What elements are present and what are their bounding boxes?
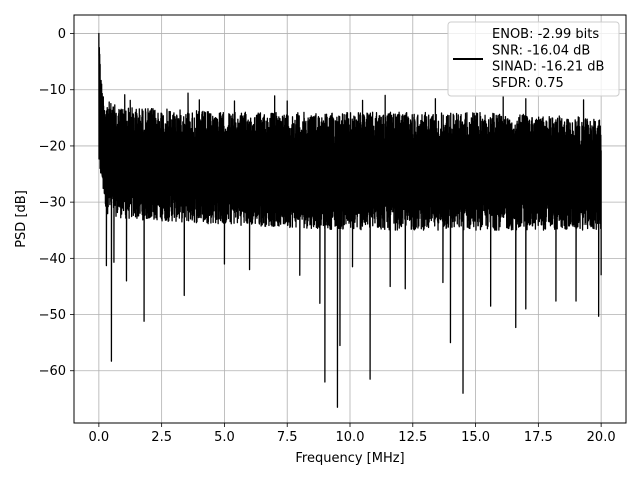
x-tick-label: 10.0 (336, 430, 365, 445)
x-tick-label: 20.0 (587, 430, 616, 445)
y-tick-label: −40 (39, 252, 66, 267)
y-axis: 0 −10 −20 −30 −40 −50 −60 (39, 27, 74, 379)
y-tick-label: −30 (39, 196, 66, 211)
x-tick-label: 17.5 (524, 430, 553, 445)
legend-entry-enob: ENOB: -2.99 bits (492, 27, 599, 42)
y-tick-label: −60 (39, 364, 66, 379)
y-tick-label: −20 (39, 139, 66, 154)
x-tick-label: 5.0 (214, 430, 235, 445)
legend-entry-sfdr: SFDR: 0.75 (492, 76, 564, 91)
y-tick-label: 0 (58, 27, 66, 42)
y-tick-label: −50 (39, 308, 66, 323)
x-tick-label: 7.5 (277, 430, 298, 445)
y-axis-label: PSD [dB] (14, 190, 29, 248)
x-tick-label: 12.5 (398, 430, 427, 445)
plot-area (98, 32, 602, 408)
x-tick-label: 15.0 (461, 430, 490, 445)
psd-series-line (98, 32, 602, 408)
legend: ENOB: -2.99 bits SNR: -16.04 dB SINAD: -… (447, 21, 620, 97)
x-axis-label: Frequency [MHz] (295, 451, 404, 466)
x-tick-label: 2.5 (151, 430, 172, 445)
y-tick-label: −10 (39, 83, 66, 98)
x-axis: 0.0 2.5 5.0 7.5 10.0 12.5 15.0 17.5 20.0 (89, 423, 616, 445)
legend-entry-sinad: SINAD: -16.21 dB (492, 60, 604, 75)
x-tick-label: 0.0 (89, 430, 110, 445)
legend-entry-snr: SNR: -16.04 dB (492, 43, 590, 58)
legend-box (447, 21, 620, 97)
